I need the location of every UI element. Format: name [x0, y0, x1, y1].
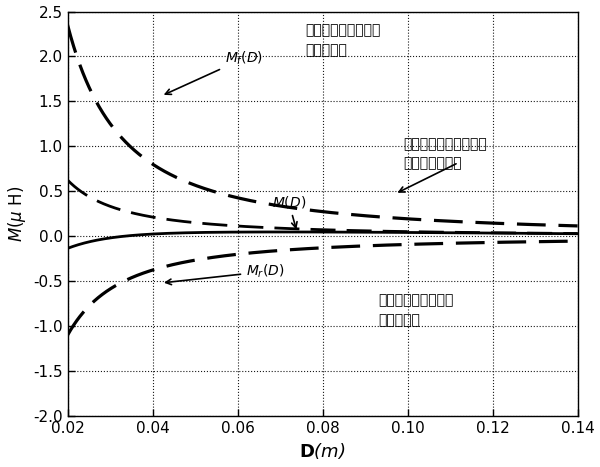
- Text: 正向线圈与单向线圈
之间的互感: 正向线圈与单向线圈 之间的互感: [305, 23, 381, 57]
- X-axis label: $\bf{D}$(m): $\bf{D}$(m): [299, 441, 346, 461]
- Text: $M(D)$: $M(D)$: [272, 194, 306, 228]
- Text: 反向线圈与单向线圈
之间的互感: 反向线圈与单向线圈 之间的互感: [378, 293, 453, 327]
- Text: $M_r(D)$: $M_r(D)$: [166, 263, 285, 285]
- Text: 正反向并联线圈与单向
线圈之间的互感: 正反向并联线圈与单向 线圈之间的互感: [403, 137, 487, 170]
- Y-axis label: $M$($\mu$ H): $M$($\mu$ H): [5, 186, 28, 242]
- Text: $M_f(D)$: $M_f(D)$: [166, 50, 263, 94]
